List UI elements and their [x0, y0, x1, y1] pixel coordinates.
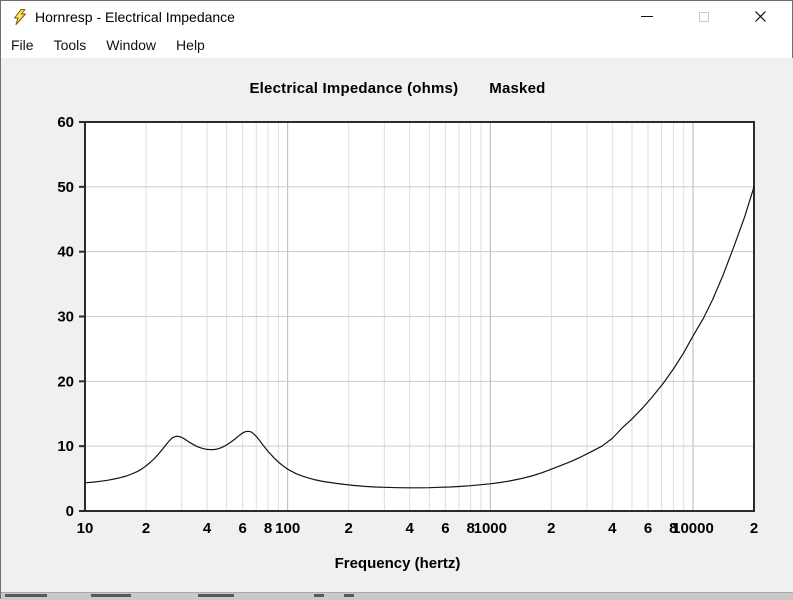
- y-tick-label: 30: [57, 309, 74, 326]
- x-tick-label: 8: [264, 520, 272, 537]
- window-title: Hornresp - Electrical Impedance: [35, 8, 235, 25]
- chart-panel: Electrical Impedance (ohms) Masked 0 10 20…: [1, 58, 793, 600]
- x-tick-label: 2: [345, 520, 353, 537]
- y-tick-label: 60: [57, 114, 74, 131]
- x-tick-label: 6: [239, 520, 247, 537]
- close-icon: [755, 11, 766, 22]
- x-tick-label: 8: [467, 520, 475, 537]
- minimize-icon: [640, 16, 653, 17]
- window-controls: [618, 1, 789, 32]
- x-tick-label: 2: [547, 520, 555, 537]
- plot-frame: [84, 121, 755, 512]
- x-tick-label: 2: [750, 520, 758, 537]
- menu-bar: File Tools Window Help: [1, 32, 792, 58]
- x-tick-label: 1000: [474, 520, 507, 537]
- x-tick-label: 4: [608, 520, 617, 537]
- y-tick-label: 0: [66, 503, 74, 520]
- menu-window[interactable]: Window: [106, 37, 157, 53]
- minimize-button[interactable]: [618, 1, 675, 32]
- x-tick-label: 6: [644, 520, 652, 537]
- maximize-icon: [698, 11, 709, 22]
- x-tick-label: 10000: [672, 520, 714, 537]
- y-tick-label: 50: [57, 179, 74, 196]
- close-button[interactable]: [732, 1, 789, 32]
- background-window-strip: [1, 592, 793, 600]
- x-tick-label: 2: [142, 520, 150, 537]
- y-tick-label: 20: [57, 373, 74, 390]
- menu-help[interactable]: Help: [176, 37, 205, 53]
- y-tick-label: 10: [57, 438, 74, 455]
- menu-tools[interactable]: Tools: [53, 37, 87, 53]
- x-tick-label: 4: [406, 520, 415, 537]
- menu-file[interactable]: File: [11, 37, 34, 53]
- masked-label: Masked: [489, 80, 546, 97]
- title-bar: Hornresp - Electrical Impedance: [1, 1, 792, 32]
- impedance-curve: [84, 186, 755, 489]
- x-tick-label: 100: [275, 520, 300, 537]
- x-tick-label: 4: [203, 520, 212, 537]
- x-tick-label: 10: [77, 520, 94, 537]
- lightning-bolt-icon: [14, 8, 26, 25]
- chart-title: Electrical Impedance (ohms) Masked: [1, 80, 793, 97]
- x-tick-label: 8: [669, 520, 677, 537]
- chart-title-text: Electrical Impedance (ohms): [249, 80, 459, 97]
- y-tick-label: 40: [57, 244, 74, 261]
- x-axis-title: Frequency (hertz): [334, 555, 461, 572]
- x-tick-label: 6: [441, 520, 449, 537]
- maximize-button: [675, 1, 732, 32]
